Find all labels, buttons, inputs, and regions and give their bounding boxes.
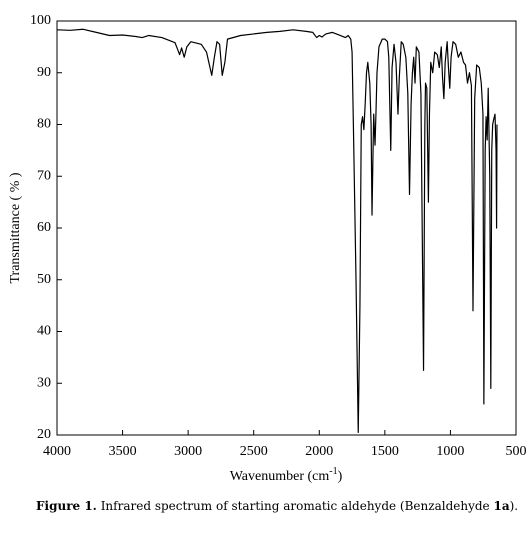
y-tick-label: 80 [37,117,51,132]
spectrum-line [56,28,498,434]
chart: Transmittance ( % ) Wavenumber (cm-1) 20… [8,13,527,484]
caption-compound: 1a [493,499,510,513]
x-tick-label: 2500 [240,444,268,459]
x-label-text: Wavenumber (cm [230,469,330,484]
x-tick-label: 500 [506,444,527,459]
x-axis-label: Wavenumber (cm-1) [230,466,343,484]
y-tick-label: 70 [37,168,51,183]
x-tick-label: 3000 [174,444,202,459]
y-tick-label: 30 [37,375,51,390]
y-axis-label: Transmittance ( % ) [8,172,23,283]
x-label-sup: -1 [329,466,337,477]
y-tick-label: 90 [37,65,51,80]
y-tick-label: 50 [37,272,51,287]
x-label-end: ) [338,469,343,484]
y-tick-label: 100 [30,13,51,28]
x-tick-label: 3500 [109,444,137,459]
y-tick-label: 40 [37,324,51,339]
x-tick-label: 4000 [43,444,71,459]
caption-end: ). [509,499,519,513]
plot-frame [56,20,517,436]
caption: Figure 1. Infrared spectrum of starting … [36,498,522,515]
caption-text: Infrared spectrum of starting aromatic a… [100,499,490,513]
x-tick-label: 1000 [436,444,464,459]
x-tick-label: 2000 [305,444,333,459]
y-tick-label: 20 [37,427,51,442]
y-tick-label: 60 [37,220,51,235]
caption-label: Figure 1. [36,499,97,513]
x-tick-label: 1500 [371,444,399,459]
